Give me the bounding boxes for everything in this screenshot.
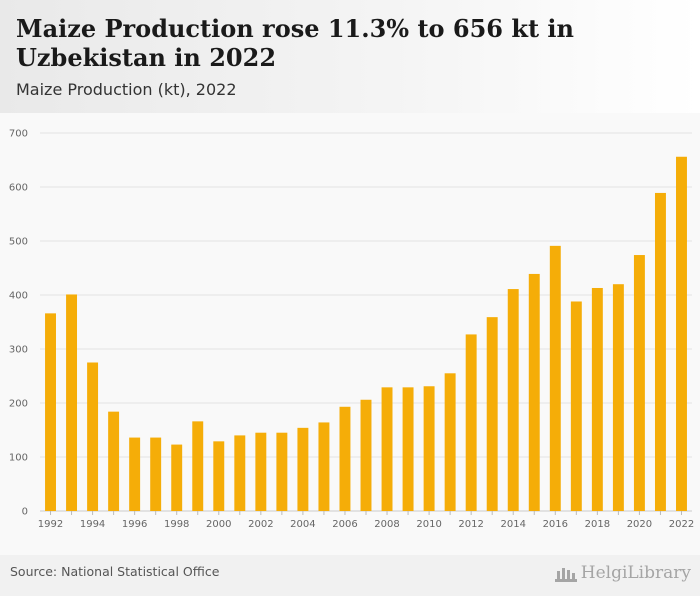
bar (465, 334, 477, 511)
y-tick-label: 0 (22, 507, 28, 518)
bar (612, 284, 624, 511)
x-tick-label: 2002 (248, 519, 273, 530)
bar (654, 192, 666, 511)
x-tick-label: 2020 (627, 519, 652, 530)
x-tick-label: 2008 (374, 519, 399, 530)
bar (360, 399, 372, 511)
x-tick-label: 1994 (80, 519, 105, 530)
footer: Source: National Statistical Office Helg… (0, 555, 700, 596)
y-tick-label: 100 (9, 453, 28, 464)
x-tick-label: 2014 (500, 519, 525, 530)
bar (339, 406, 351, 511)
bar (444, 373, 456, 511)
x-tick-label: 2010 (416, 519, 441, 530)
x-tick-label: 2016 (543, 519, 568, 530)
logo-text: HelgiLibrary (580, 563, 691, 583)
bar (255, 432, 267, 511)
y-tick-label: 200 (9, 399, 28, 410)
bar (633, 255, 645, 511)
bar (507, 289, 519, 511)
bar (192, 421, 204, 511)
header: Maize Production rose 11.3% to 656 kt in… (0, 0, 700, 113)
x-tick-label: 1992 (38, 519, 63, 530)
x-tick-label: 1996 (122, 519, 147, 530)
bar (129, 437, 141, 511)
chart-subtitle: Maize Production (kt), 2022 (16, 80, 237, 99)
y-tick-label: 700 (9, 129, 28, 140)
library-building-icon (554, 568, 577, 582)
helgi-library-logo: HelgiLibrary (554, 560, 691, 586)
x-tick-label: 2012 (458, 519, 483, 530)
y-tick-label: 400 (9, 291, 28, 302)
x-tick-label: 2018 (585, 519, 610, 530)
x-tick-label: 2000 (206, 519, 231, 530)
bar (402, 387, 414, 511)
y-tick-label: 300 (9, 345, 28, 356)
bar-chart: 0 100 200 300 400 500 600 700 1992 1994 1996 1998 20… (9, 129, 694, 531)
chart-title: Maize Production rose 11.3% to 656 kt in… (16, 14, 574, 72)
x-tick-label: 1998 (164, 519, 189, 530)
x-tick-label: 2006 (332, 519, 357, 530)
bar (150, 437, 162, 511)
bar (318, 422, 330, 511)
bar (234, 435, 246, 511)
bar (108, 411, 120, 511)
bar (171, 444, 183, 511)
bar (213, 441, 225, 511)
chart-area: 0 100 200 300 400 500 600 700 1992 1994 1996 1998 20… (0, 113, 700, 555)
bar (486, 317, 498, 511)
bar (276, 432, 288, 511)
bar (45, 313, 56, 511)
bar (676, 156, 687, 511)
bar (297, 427, 309, 511)
bar (591, 287, 603, 511)
x-tick-label: 2022 (669, 519, 694, 530)
y-tick-label: 600 (9, 183, 28, 194)
y-tick-label: 500 (9, 237, 28, 248)
bar (570, 301, 582, 511)
bar (87, 362, 99, 511)
bar (66, 294, 78, 511)
bar (549, 245, 561, 512)
bar (381, 387, 393, 511)
x-tick-label: 2004 (290, 519, 315, 530)
bar (423, 386, 435, 511)
source-note: Source: National Statistical Office (10, 564, 220, 579)
bar (528, 273, 540, 511)
